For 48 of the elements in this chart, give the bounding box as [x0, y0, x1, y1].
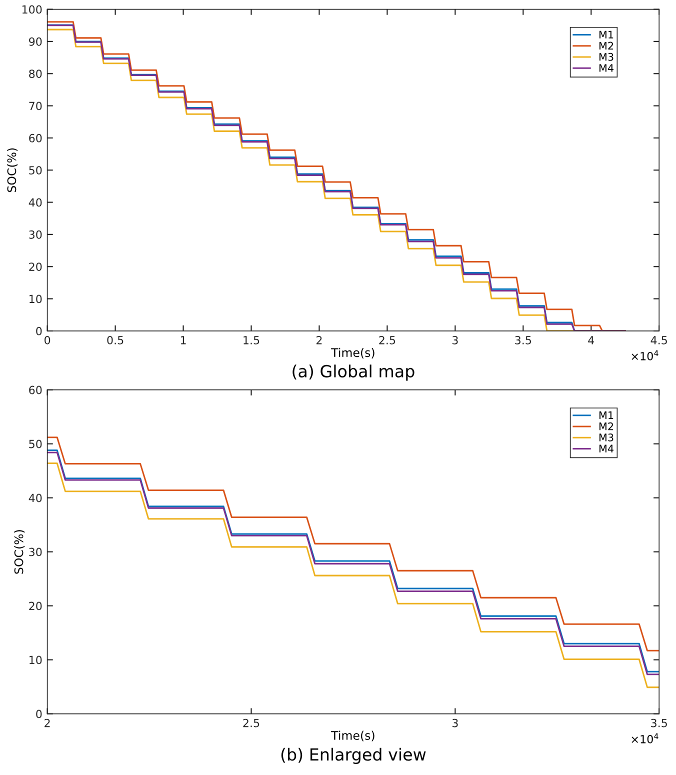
y-axis-title: SOC(%): [14, 530, 25, 574]
x-tick-label: 0: [44, 336, 50, 344]
x-tick-label: 0.5: [107, 336, 124, 344]
y-tick-label: 40: [28, 494, 42, 502]
legend-label: M4: [599, 64, 614, 72]
y-tick-label: 0: [36, 326, 42, 336]
y-tick-label: 70: [29, 102, 42, 110]
y-tick-label: 100: [22, 5, 42, 14]
y-tick-label: 50: [29, 440, 42, 448]
y-tick-label: 40: [28, 198, 42, 207]
legend-label: M4: [599, 444, 614, 452]
y-tick-label: 50: [29, 166, 42, 174]
text: (a) Global map: [292, 364, 414, 381]
legend-label: M2: [599, 422, 614, 430]
x-tick-label: 3: [452, 718, 458, 728]
text: (b) Enlarged view: [281, 748, 426, 764]
x-tick-label: 3: [452, 336, 458, 344]
x-tick-label: 3.5: [651, 718, 667, 728]
y-tick-label: 60: [29, 386, 42, 394]
y-tick-label: 20: [29, 262, 42, 271]
y-tick-label: 20: [29, 602, 42, 610]
x-tick-label: 1: [180, 336, 186, 344]
legend-label: M3: [599, 434, 614, 442]
y-tick-label: 0: [36, 710, 42, 718]
x-tick-label: 2.5: [243, 718, 260, 728]
y-tick-label: 10: [30, 656, 42, 664]
x-tick-label: 4.5: [650, 336, 667, 344]
text: ×10$^{4}$: [632, 350, 658, 360]
x-tick-label: 1.5: [244, 336, 260, 344]
x-tick-label: 2: [316, 336, 322, 344]
legend-label: M1: [599, 30, 614, 38]
legend-label: M3: [599, 52, 614, 61]
legend-label: M1: [599, 411, 614, 420]
x-axis-title: Time(s): [331, 730, 374, 742]
legend-label: M2: [599, 42, 614, 50]
text: ×10$^{4}$: [632, 733, 658, 744]
x-tick-label: 3.5: [515, 336, 532, 344]
y-tick-label: 30: [29, 230, 42, 239]
y-axis-title: SOC(%): [7, 148, 18, 192]
y-tick-label: 10: [30, 294, 42, 304]
x-tick-label: 2.5: [379, 336, 396, 344]
y-tick-label: 60: [29, 134, 42, 142]
y-tick-label: 30: [29, 548, 42, 556]
x-tick-label: 4: [588, 336, 594, 344]
y-tick-label: 90: [29, 37, 42, 46]
x-axis-title: Time(s): [331, 348, 374, 358]
x-tick-label: 2: [44, 718, 50, 728]
y-tick-label: 80: [29, 70, 42, 78]
